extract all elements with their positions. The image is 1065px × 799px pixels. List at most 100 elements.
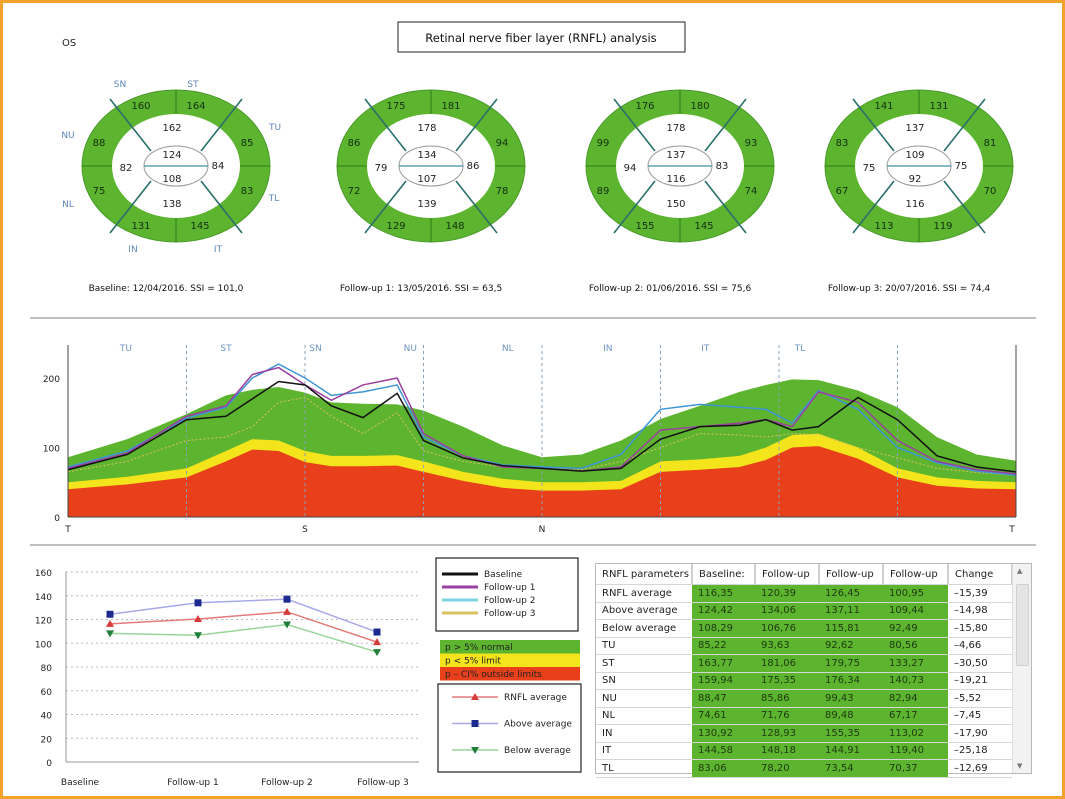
parameter-value: 179,75	[819, 654, 883, 673]
parameter-value: 155,35	[819, 724, 883, 743]
parameter-value: 140,73	[883, 672, 948, 690]
outer-sector-value-in: 129	[386, 221, 405, 232]
trend-legend: RNFL average Above average Below average	[437, 683, 582, 773]
change-value: –15,80	[948, 619, 1012, 638]
parameter-name: RNFL average	[596, 584, 692, 603]
parameter-value: 100,95	[883, 584, 948, 603]
change-value: –4,66	[948, 637, 1012, 655]
legend-box	[437, 683, 582, 773]
table-row: TL 83,06 78,20 73,54 70,37 –12,69	[596, 759, 1012, 778]
series-above-average	[106, 595, 381, 636]
diagonal-divider	[943, 98, 986, 152]
outer-sector-value-in: 113	[874, 221, 893, 232]
outer-sector-value-it: 145	[190, 221, 209, 232]
series-line-below-average	[109, 623, 378, 653]
parameter-name: IT	[596, 742, 692, 760]
parameter-value: 144,58	[692, 742, 755, 760]
rnfl-sector-maps: 160 164 85 83 145 131 75 88 162 84 138 82 124 108 Base…	[61, 80, 1014, 294]
change-value: –25,18	[948, 742, 1012, 760]
outer-sector-value-st: 181	[441, 101, 460, 112]
diagonal-divider	[943, 180, 986, 234]
parameter-name: TL	[596, 759, 692, 778]
table-row: Above average 124,42 134,06 137,11 109,44 –14…	[596, 602, 1012, 620]
parameter-value: 176,34	[819, 672, 883, 690]
parameter-name: NU	[596, 689, 692, 708]
outer-sector-value-in: 131	[131, 221, 150, 232]
table-row: RNFL average 116,35 120,39 126,45 100,95 –15,…	[596, 584, 1012, 603]
legend-marker	[471, 747, 479, 754]
profile-line-baseline	[67, 380, 1017, 473]
legend-label: Baseline	[484, 570, 523, 580]
outer-sector-value-nl: 75	[93, 186, 106, 197]
scroll-up-icon[interactable]: ▲	[1017, 567, 1023, 575]
table-scrollbar[interactable]: ▲ ▼	[1012, 564, 1031, 773]
data-point-above-average	[283, 595, 291, 603]
parameter-name: IN	[596, 724, 692, 743]
sector-label-st: ST	[187, 80, 199, 90]
diagonal-divider	[852, 98, 895, 152]
outer-sector-value-it: 119	[933, 221, 952, 232]
parameter-value: 126,45	[819, 584, 883, 603]
diagonal-divider	[704, 98, 747, 152]
parameter-value: 133,27	[883, 654, 948, 673]
parameter-name: NL	[596, 707, 692, 725]
sector-label-nl: NL	[62, 200, 74, 210]
sector-label-sn: SN	[114, 80, 126, 90]
superior-hemi-value: 124	[162, 150, 181, 161]
parameter-value: 115,81	[819, 619, 883, 638]
outer-sector-value-nu: 99	[597, 138, 610, 149]
page-title: Retinal nerve fiber layer (RNFL) analysi…	[425, 31, 656, 45]
y-tick-label: 80	[41, 664, 53, 674]
section-label-tl: TL	[794, 344, 806, 354]
quadrant-value-i: 150	[666, 199, 685, 210]
outer-sector-value-it: 148	[445, 221, 464, 232]
legend-marker	[471, 720, 479, 727]
change-value: –7,45	[948, 707, 1012, 725]
parameter-value: 134,06	[755, 602, 819, 620]
change-value: –12,69	[948, 759, 1012, 778]
inferior-hemi-value: 107	[417, 174, 436, 185]
inferior-hemi-value: 116	[666, 174, 685, 185]
title-box	[397, 21, 686, 53]
y-tick-label: 160	[35, 569, 52, 579]
column-header: RNFL parameters	[596, 564, 693, 585]
quadrant-value-n: 82	[120, 163, 133, 174]
outer-sector-value-tl: 70	[984, 186, 997, 197]
outer-sector-value-sn: 176	[635, 101, 654, 112]
scroll-down-icon[interactable]: ▼	[1017, 762, 1023, 770]
parameter-value: 70,37	[883, 759, 948, 778]
series-rnfl-average	[106, 607, 381, 646]
data-point-above-average	[194, 599, 202, 607]
profile-legend: Baseline Follow-up 1 Follow-up 2 Follow-up …	[435, 557, 579, 632]
outer-sector-value-nu: 86	[348, 138, 361, 149]
parameter-value: 148,18	[755, 742, 819, 760]
data-point-below-average	[106, 630, 114, 638]
sector-map-1: 160 164 85 83 145 131 75 88 162 84 138 82 124 108 Base…	[61, 80, 281, 294]
parameter-value: 85,22	[692, 637, 755, 655]
profile-line-follow-up-2	[67, 363, 1017, 477]
diagonal-divider	[613, 98, 656, 152]
parameter-value: 92,62	[819, 637, 883, 655]
diagonal-divider	[200, 180, 243, 234]
sector-label-it: IT	[214, 245, 223, 255]
outer-sector-value-tu: 81	[984, 138, 997, 149]
column-header: Baseline:	[692, 564, 756, 585]
rnfl-parameters-table: RNFL parameters Baseline: Follow-up Follow-…	[595, 563, 1032, 778]
parameter-value: 78,20	[755, 759, 819, 778]
quadrant-value-s: 178	[417, 123, 436, 134]
parameter-value: 128,93	[755, 724, 819, 743]
scroll-thumb[interactable]	[1016, 584, 1029, 666]
normative-swatch	[440, 667, 580, 681]
y-tick-label: 100	[43, 445, 60, 455]
table-row: SN 159,94 175,35 176,34 140,73 –19,21	[596, 672, 1012, 690]
superior-hemi-value: 134	[417, 150, 436, 161]
diagonal-divider	[109, 180, 152, 234]
sector-label-in: IN	[128, 245, 137, 255]
quadrant-value-s: 178	[666, 123, 685, 134]
y-tick-label: 100	[35, 640, 52, 650]
column-header: Follow-up	[819, 564, 884, 585]
data-point-below-average	[283, 621, 291, 629]
section-label-it: IT	[701, 344, 710, 354]
